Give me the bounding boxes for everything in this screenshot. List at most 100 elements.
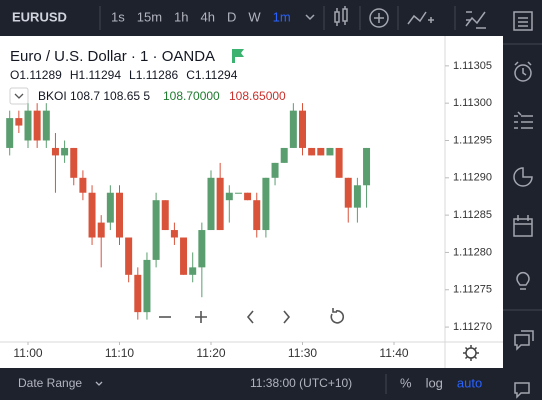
scale-option[interactable]: % <box>400 375 412 390</box>
candle-body <box>317 147 325 156</box>
interval-button[interactable]: 15m <box>137 9 162 24</box>
icon <box>195 311 207 323</box>
candle-body <box>116 192 123 238</box>
ohlc-label: C <box>186 68 195 82</box>
add-button[interactable] <box>369 8 389 28</box>
candle-body <box>289 110 297 148</box>
candle-body <box>161 200 169 231</box>
interval-button[interactable]: 4h <box>201 9 215 24</box>
collapse-button[interactable] <box>9 87 29 105</box>
indicator-value: 108.70000 <box>163 89 220 103</box>
alarm-icon[interactable] <box>514 64 532 82</box>
right-sidebar <box>503 0 542 400</box>
candle-body <box>198 230 206 268</box>
chat-icon[interactable] <box>514 330 534 351</box>
y-tick-label: 1.11275 <box>453 284 492 296</box>
y-tick-label: 1.11305 <box>453 60 492 72</box>
ohlc-legend: O1.11289 H1.11294 L1.11286 C1.11294 <box>10 68 238 82</box>
x-tick-label: 11:30 <box>288 346 317 360</box>
scale-options: % log auto <box>400 375 482 390</box>
candle-body <box>33 110 41 141</box>
candle-body <box>125 237 133 275</box>
ideas-icon[interactable] <box>516 272 530 290</box>
scroll-right-button[interactable] <box>274 304 300 330</box>
data-window-icon[interactable] <box>514 111 533 129</box>
market-flag <box>232 49 244 63</box>
candle-body <box>280 147 288 163</box>
icon <box>336 6 346 26</box>
candle-body <box>152 200 160 260</box>
icon <box>246 310 254 324</box>
y-tick-label: 1.11295 <box>453 134 492 146</box>
y-tick-label: 1.11285 <box>453 209 492 221</box>
x-tick-label: 11:40 <box>379 346 408 360</box>
alarm-icon-hands <box>514 61 532 76</box>
interval-button[interactable]: 1s <box>111 9 125 24</box>
candle-body <box>216 177 224 231</box>
icon <box>374 13 384 23</box>
interval-button[interactable]: 1m <box>273 9 291 24</box>
scale-option[interactable]: auto <box>457 375 482 390</box>
hotlists-icon[interactable] <box>513 167 533 187</box>
intervals: 1s 15m 1h 4h D W 1m <box>111 9 291 24</box>
calendar-icon[interactable] <box>513 215 533 237</box>
y-tick-label: 1.11290 <box>453 172 492 184</box>
candle-body <box>79 177 87 193</box>
candle-body <box>70 147 78 178</box>
indicator-label: BKOI 108.7 108.65 5 <box>38 89 150 103</box>
ohlc-label: H <box>70 68 79 82</box>
candle-body <box>143 259 151 313</box>
symbol[interactable]: EURUSD <box>12 9 67 24</box>
candle-body <box>180 237 188 275</box>
ohlc-label: L <box>129 68 136 82</box>
candle-body <box>344 177 352 208</box>
candle-body <box>262 177 270 231</box>
candle-body <box>234 192 242 194</box>
candle-body <box>134 274 142 313</box>
candle-body <box>244 192 252 201</box>
chart-type-button[interactable] <box>334 6 348 26</box>
date-range-chevron <box>95 381 103 386</box>
indicators-button[interactable] <box>407 11 434 25</box>
bottom-bar <box>0 368 503 400</box>
sidebar-icons <box>503 11 542 399</box>
x-tick-label: 11:10 <box>105 346 134 360</box>
candle-body <box>51 147 59 156</box>
candle-body <box>61 147 69 156</box>
chart-title: Euro / U.S. Dollar · 1 · OANDA <box>10 48 215 65</box>
date-range[interactable]: Date Range <box>18 376 82 390</box>
interval-dropdown[interactable] <box>305 14 315 21</box>
chevron <box>14 93 24 99</box>
top-toolbar <box>0 0 542 36</box>
candle-body <box>335 147 343 178</box>
candle-body <box>106 192 114 223</box>
candle-body <box>24 110 32 141</box>
compare-button[interactable] <box>465 11 486 29</box>
icon <box>463 345 479 361</box>
interval-button[interactable]: D <box>227 9 236 24</box>
candle-body <box>88 192 96 238</box>
interval-button[interactable]: W <box>248 9 261 24</box>
candles <box>6 103 371 320</box>
chats-icon[interactable] <box>514 382 530 399</box>
reset-button[interactable] <box>324 304 350 330</box>
y-tick-label: 1.11280 <box>453 246 492 258</box>
clock[interactable]: 11:38:00 (UTC+10) <box>250 376 352 390</box>
candle-body <box>363 147 371 186</box>
button-frame <box>9 87 29 105</box>
candle-body <box>97 222 105 238</box>
candle-body <box>326 147 334 156</box>
candle-body <box>207 177 215 231</box>
scroll-left-button[interactable] <box>237 304 263 330</box>
ohlc-label: O <box>10 68 19 82</box>
y-tick-label: 1.11270 <box>453 321 492 333</box>
ohlc-value: 1.11289 <box>19 68 62 82</box>
scale-option[interactable]: log <box>426 375 443 390</box>
watchlist-icon[interactable] <box>513 11 533 31</box>
settings-button[interactable] <box>463 345 479 361</box>
icon <box>283 310 291 324</box>
interval-button[interactable]: 1h <box>174 9 188 24</box>
ohlc-value: 1.11294 <box>79 68 122 82</box>
x-tick-label: 11:20 <box>196 346 225 360</box>
